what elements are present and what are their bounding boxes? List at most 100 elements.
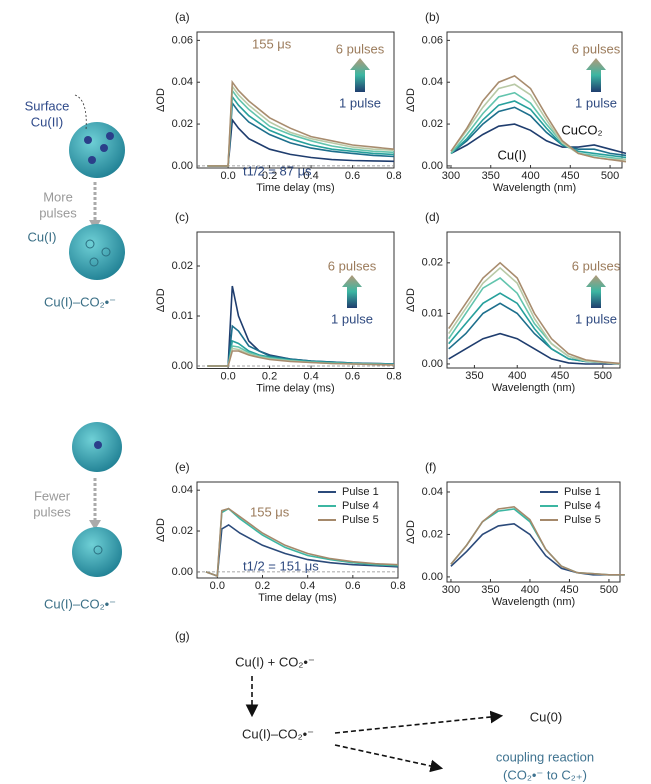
annotation: 6 pulses [336,41,385,56]
y-tick-label: 0.02 [172,118,193,130]
x-tick-label: 0.4 [300,580,315,592]
schematic-label: Cu(I) [28,229,57,244]
y-tick-label: 0.06 [422,34,443,46]
plot-frame [446,481,621,583]
pulse-arrows [342,58,606,308]
schematic: Surface Cu(II) More pulses Cu(I) Cu(I)–C… [25,94,125,611]
x-axis-label: Wavelength (nm) [493,182,576,194]
y-tick-label: 0.02 [172,260,193,272]
series-line [450,505,625,576]
y-axis-label: ΔOD [155,288,167,312]
series-line [450,106,627,157]
x-tick-label: 500 [600,584,618,596]
panel-label: (a) [175,10,190,24]
annotation: 1 pulse [339,95,381,110]
legend-label: Pulse 5 [342,514,379,526]
y-tick-label: 0.00 [422,160,443,172]
schematic-label: Fewer [34,488,71,503]
panel-label: (f) [425,460,436,474]
plot-frame [196,31,395,169]
x-axis-label: Time delay (ms) [258,592,336,604]
plot-frame [196,481,399,579]
schematic-label: pulses [33,504,71,519]
y-axis-label: ΔOD [405,288,417,312]
x-tick-label: 450 [560,584,578,596]
scheme-text: coupling reaction [496,749,594,764]
panel-label: (b) [425,10,440,24]
x-tick-label: 0.8 [386,170,401,182]
x-tick-label: 0.8 [390,580,405,592]
annotation: 1 pulse [575,95,617,110]
x-axis-label: Time delay (ms) [256,182,334,194]
annotation: CuCO₂ [561,122,602,137]
y-tick-label: 0.04 [172,76,193,88]
series-line [448,266,621,365]
series-line [450,522,625,576]
annotation: 6 pulses [328,258,377,273]
schematic-label: Cu(II) [31,114,64,129]
y-tick-label: 0.04 [172,484,193,496]
y-tick-label: 0.04 [422,486,443,498]
series-line [207,79,395,167]
x-tick-label: 0.4 [303,370,318,382]
plot-frame [446,231,621,369]
x-tick-label: 0.8 [386,370,401,382]
panel-label: (g) [175,629,190,643]
annotation: 155 μs [250,504,290,519]
plot-frame [446,31,623,169]
x-axis-label: Time delay (ms) [256,382,334,394]
scheme-text: (CO₂•⁻ to C₂₊) [503,767,587,782]
x-tick-label: 350 [482,170,500,182]
legend-label: Pulse 5 [564,514,601,526]
x-tick-label: 0.0 [220,170,235,182]
series-line [205,507,399,578]
x-tick-label: 0.0 [220,370,235,382]
y-tick-label: 0.06 [172,34,193,46]
x-tick-label: 450 [561,170,579,182]
annotation: 155 μs [252,36,292,51]
y-tick-label: 0.02 [422,257,443,269]
series-line [450,100,627,159]
x-tick-label: 300 [442,584,460,596]
scheme-text: Cu(0) [530,709,563,724]
schematic-label: pulses [39,205,77,220]
annotation: 1 pulse [331,311,373,326]
annotation: t1/2 = 151 μs [243,558,319,573]
y-axis-label: ΔOD [155,88,167,112]
x-axis-label: Wavelength (nm) [492,382,575,394]
x-tick-label: 500 [594,370,612,382]
legend-label: Pulse 1 [564,486,601,498]
y-tick-label: 0.00 [172,566,193,578]
schematic-label: More [43,189,73,204]
y-tick-label: 0.01 [422,307,443,319]
y-axis-label: ΔOD [405,520,417,544]
series-line [205,523,399,578]
x-tick-label: 0.6 [345,580,360,592]
y-axis-label: ΔOD [155,518,167,542]
annotation: t1/2 = 87 μs [243,163,312,178]
x-tick-label: 350 [465,370,483,382]
x-tick-label: 350 [481,584,499,596]
y-axis-label: ΔOD [405,88,417,112]
y-tick-label: 0.02 [422,118,443,130]
panel-label: (e) [175,460,190,474]
x-tick-label: 0.6 [345,170,360,182]
x-tick-label: 450 [551,370,569,382]
x-tick-label: 400 [521,170,539,182]
x-tick-label: 0.4 [303,170,318,182]
scheme-text: Cu(I) + CO₂•⁻ [235,654,315,669]
series-line [450,74,627,163]
schematic-label: Cu(I)–CO₂•⁻ [44,294,116,309]
panel-label: (d) [425,210,440,224]
schematic-label: Surface [25,98,70,113]
x-axis-label: Wavelength (nm) [492,596,575,608]
annotation: 1 pulse [575,311,617,326]
y-tick-label: 0.00 [422,571,443,583]
x-tick-label: 400 [508,370,526,382]
y-tick-label: 0.01 [172,310,193,322]
legend-label: Pulse 4 [342,500,379,512]
series-line [448,261,621,365]
legend-label: Pulse 4 [564,500,601,512]
legend-label: Pulse 1 [342,486,379,498]
